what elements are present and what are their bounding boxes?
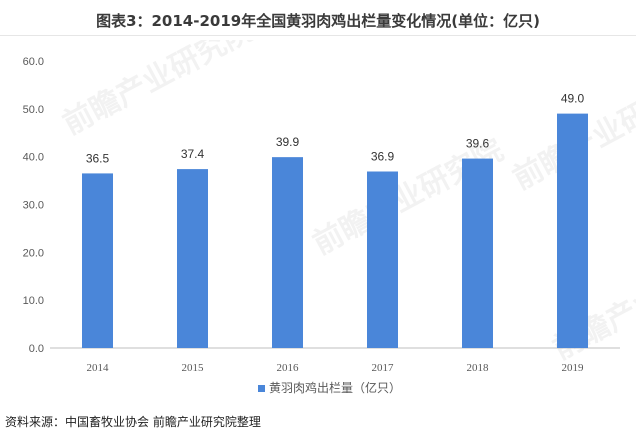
y-tick-label: 60.0	[23, 56, 44, 68]
data-label-2018: 39.6	[466, 137, 490, 151]
title-divider	[0, 35, 636, 36]
source-note: 资料来源：中国畜牧业协会 前瞻产业研究院整理	[5, 415, 261, 429]
legend-swatch	[258, 385, 265, 392]
y-tick-label: 30.0	[23, 200, 44, 212]
data-label-2016: 39.9	[276, 135, 300, 149]
data-label-2014: 36.5	[86, 151, 110, 165]
bar-2015	[177, 169, 208, 348]
y-tick-label: 50.0	[23, 104, 44, 116]
bar-2016	[272, 157, 303, 348]
x-tick-label: 2014	[87, 362, 110, 374]
chart-title: 图表3：2014-2019年全国黄羽肉鸡出栏量变化情况(单位：亿只)	[96, 12, 540, 30]
data-label-2019: 49.0	[561, 92, 585, 106]
watermark-1: 前瞻产业研究院	[57, 40, 259, 142]
bar-2014	[82, 173, 113, 348]
data-label-2015: 37.4	[181, 147, 205, 161]
y-tick-label: 0.0	[29, 343, 44, 355]
bar-2018	[462, 158, 493, 348]
y-tick-label: 20.0	[23, 247, 44, 259]
x-tick-label: 2015	[182, 362, 205, 374]
bar-chart: 前瞻产业研究院前瞻产业研究院前瞻产业研究院前瞻产业研究院0.010.020.03…	[23, 40, 636, 395]
x-tick-label: 2019	[562, 362, 585, 374]
data-label-2017: 36.9	[371, 149, 395, 163]
bar-2019	[557, 113, 588, 348]
y-tick-label: 40.0	[23, 152, 44, 164]
x-tick-label: 2016	[277, 362, 300, 374]
x-tick-label: 2017	[372, 362, 395, 374]
bar-2017	[367, 171, 398, 348]
legend-label: 黄羽肉鸡出栏量（亿只）	[269, 380, 401, 395]
y-tick-label: 10.0	[23, 295, 44, 307]
x-tick-label: 2018	[467, 362, 490, 374]
